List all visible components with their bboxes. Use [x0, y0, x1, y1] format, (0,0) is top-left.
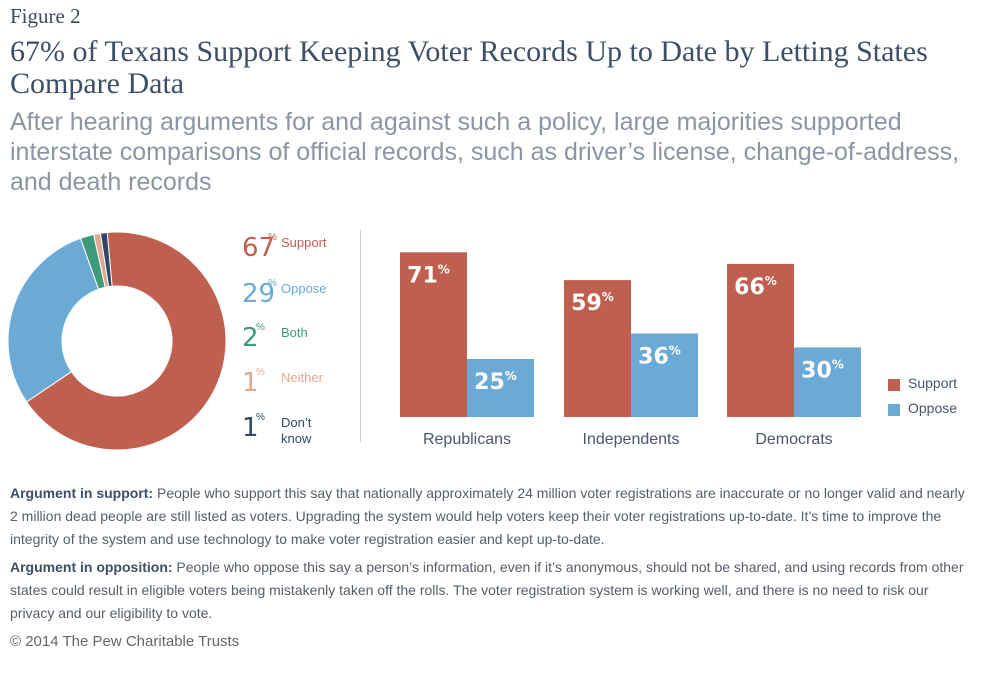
legend-swatch-oppose	[888, 404, 900, 416]
legend-value-oppose: 29	[242, 279, 276, 309]
argument-support: Argument in support: People who support …	[10, 482, 970, 551]
legend-label-both: Both	[281, 325, 308, 340]
legend-label-oppose: Oppose	[908, 400, 958, 416]
legend-label-support: Support	[281, 235, 327, 250]
chart-title: 67% of Texans Support Keeping Voter Reco…	[10, 35, 928, 100]
figure-label: Figure 2	[10, 4, 81, 28]
legend-label-support: Support	[908, 375, 958, 391]
argument-opposition-label: Argument in opposition:	[10, 559, 173, 575]
donut-slice-don-t-know	[99, 231, 113, 288]
data-label-oppose-republicans: 25%	[474, 369, 517, 395]
legend-pct-don-t-know: %	[256, 412, 265, 423]
donut-slice-support	[25, 231, 227, 451]
legend-swatch-support	[888, 379, 900, 391]
category-label-democrats: Democrats	[755, 431, 832, 448]
divider	[360, 230, 361, 442]
bar-support-republicans	[400, 252, 467, 417]
argument-opposition-text: People who oppose this say a person’s in…	[10, 559, 964, 621]
legend-value-neither: 1	[242, 368, 259, 398]
bar-oppose-independents	[631, 333, 698, 417]
legend-pct-support: %	[268, 232, 277, 243]
argument-opposition: Argument in opposition: People who oppos…	[10, 556, 970, 625]
category-label-independents: Independents	[583, 431, 680, 448]
copyright: © 2014 The Pew Charitable Trusts	[10, 633, 240, 650]
bar-chart: 71%25%Republicans59%36%Independents66%30…	[400, 252, 861, 448]
donut-slice-oppose	[7, 237, 100, 403]
chart-subtitle: After hearing arguments for and against …	[10, 108, 960, 196]
legend-pct-both: %	[256, 322, 265, 333]
legend-pct-oppose: %	[268, 278, 277, 289]
argument-support-text: People who support this say that nationa…	[10, 485, 965, 547]
legend-value-both: 2	[242, 323, 259, 353]
legend-pct-neither: %	[256, 367, 265, 378]
bar-support-independents	[564, 280, 631, 417]
bar-oppose-democrats	[794, 347, 861, 417]
donut-chart	[7, 231, 227, 451]
legend-label-don-t-know: Don’t know	[281, 415, 312, 446]
legend-value-support: 67	[242, 233, 276, 263]
data-label-support-democrats: 66%	[734, 274, 777, 300]
legend-value-don-t-know: 1	[242, 413, 259, 443]
legend-label-neither: Neither	[281, 370, 323, 385]
bar-oppose-republicans	[467, 359, 534, 417]
bar-support-democrats	[727, 263, 794, 417]
legend-label-oppose: Oppose	[281, 281, 327, 296]
category-label-republicans: Republicans	[423, 431, 511, 448]
argument-support-label: Argument in support:	[10, 485, 154, 501]
